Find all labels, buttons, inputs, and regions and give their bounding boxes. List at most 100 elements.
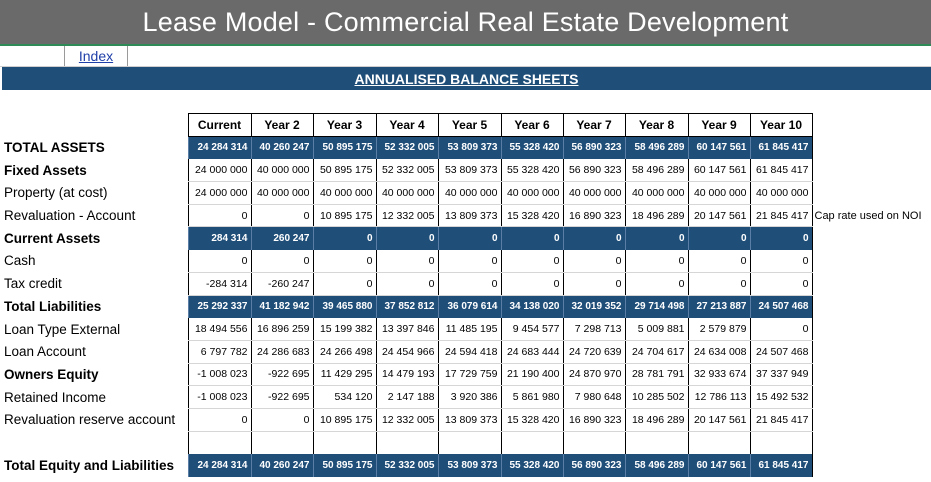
- cell-value[interactable]: 9 454 577: [500, 317, 563, 341]
- cell-value[interactable]: 27 213 887: [687, 295, 750, 318]
- cell-value[interactable]: 36 079 614: [437, 295, 501, 318]
- cell-value[interactable]: 2 147 188: [375, 385, 438, 409]
- cell-value[interactable]: 24 594 418: [437, 340, 501, 364]
- cell-value[interactable]: 0: [749, 272, 813, 296]
- cell-value[interactable]: 0: [687, 272, 750, 296]
- cell-value[interactable]: 16 896 259: [250, 317, 313, 341]
- cell-value[interactable]: 24 704 617: [624, 340, 688, 364]
- cell-value[interactable]: 18 496 289: [624, 408, 688, 432]
- cell-value[interactable]: 15 328 420: [500, 408, 563, 432]
- cell-value[interactable]: 0: [187, 249, 251, 273]
- cell-value[interactable]: 15 199 382: [312, 317, 376, 341]
- cell-value[interactable]: 24 454 966: [375, 340, 438, 364]
- cell-value[interactable]: 40 260 247: [250, 136, 313, 159]
- cell-value[interactable]: 17 729 759: [437, 363, 501, 387]
- cell-value[interactable]: [749, 431, 813, 455]
- cell-value[interactable]: 0: [312, 226, 376, 250]
- cell-value[interactable]: 61 845 417: [749, 454, 813, 477]
- cell-value[interactable]: 21 845 417: [749, 204, 813, 228]
- cell-value[interactable]: 0: [500, 249, 563, 273]
- cell-value[interactable]: 534 120: [312, 385, 376, 409]
- cell-value[interactable]: 13 809 373: [437, 408, 501, 432]
- cell-value[interactable]: 39 465 880: [312, 295, 376, 318]
- cell-value[interactable]: 0: [312, 272, 376, 296]
- cell-value[interactable]: [375, 431, 438, 455]
- cell-value[interactable]: 24 870 970: [562, 363, 625, 387]
- cell-value[interactable]: -1 008 023: [187, 385, 251, 409]
- cell-value[interactable]: -284 314: [187, 272, 251, 296]
- cell-value[interactable]: 12 332 005: [375, 204, 438, 228]
- cell-value[interactable]: 25 292 337: [187, 295, 251, 318]
- cell-value[interactable]: 53 809 373: [437, 454, 501, 477]
- cell-value[interactable]: 12 786 113: [687, 385, 750, 409]
- cell-value[interactable]: 32 019 352: [562, 295, 625, 318]
- cell-value[interactable]: 40 260 247: [250, 454, 313, 477]
- cell-value[interactable]: 61 845 417: [749, 158, 813, 183]
- cell-value[interactable]: 0: [312, 249, 376, 273]
- cell-value[interactable]: 40 000 000: [250, 158, 313, 183]
- cell-value[interactable]: 24 507 468: [749, 340, 813, 364]
- cell-value[interactable]: 34 138 020: [500, 295, 563, 318]
- cell-value[interactable]: 15 492 532: [749, 385, 813, 409]
- cell-value[interactable]: 37 337 949: [749, 363, 813, 387]
- cell-value[interactable]: 0: [500, 272, 563, 296]
- cell-value[interactable]: 0: [624, 226, 688, 250]
- cell-value[interactable]: 58 496 289: [624, 454, 688, 477]
- cell-value[interactable]: 24 000 000: [187, 158, 251, 183]
- cell-value[interactable]: 0: [749, 226, 813, 250]
- cell-value[interactable]: 0: [375, 249, 438, 273]
- cell-value[interactable]: 0: [250, 249, 313, 273]
- cell-value[interactable]: 52 332 005: [375, 158, 438, 183]
- cell-value[interactable]: [687, 431, 750, 455]
- cell-value[interactable]: 0: [187, 408, 251, 432]
- cell-value[interactable]: [624, 431, 688, 455]
- cell-value[interactable]: 20 147 561: [687, 204, 750, 228]
- cell-value[interactable]: 52 332 005: [375, 136, 438, 159]
- cell-value[interactable]: [187, 431, 251, 455]
- cell-value[interactable]: 40 000 000: [312, 181, 376, 205]
- cell-value[interactable]: 50 895 175: [312, 136, 376, 159]
- cell-value[interactable]: 0: [250, 408, 313, 432]
- index-link[interactable]: Index: [64, 46, 128, 66]
- cell-value[interactable]: 13 809 373: [437, 204, 501, 228]
- cell-value[interactable]: 53 809 373: [437, 136, 501, 159]
- cell-value[interactable]: 53 809 373: [437, 158, 501, 183]
- cell-value[interactable]: 7 980 648: [562, 385, 625, 409]
- cell-value[interactable]: 16 890 323: [562, 204, 625, 228]
- cell-value[interactable]: 0: [437, 226, 501, 250]
- cell-value[interactable]: 55 328 420: [500, 136, 563, 159]
- cell-value[interactable]: 24 507 468: [749, 295, 813, 318]
- cell-value[interactable]: 14 479 193: [375, 363, 438, 387]
- cell-value[interactable]: 0: [562, 249, 625, 273]
- cell-value[interactable]: 0: [562, 272, 625, 296]
- cell-value[interactable]: 21 190 400: [500, 363, 563, 387]
- cell-value[interactable]: 0: [687, 226, 750, 250]
- cell-value[interactable]: 50 895 175: [312, 454, 376, 477]
- cell-value[interactable]: 5 861 980: [500, 385, 563, 409]
- cell-value[interactable]: 24 266 498: [312, 340, 376, 364]
- cell-value[interactable]: 32 933 674: [687, 363, 750, 387]
- cell-value[interactable]: 24 284 314: [187, 136, 251, 159]
- cell-value[interactable]: 40 000 000: [375, 181, 438, 205]
- cell-value[interactable]: 18 496 289: [624, 204, 688, 228]
- cell-value[interactable]: -922 695: [250, 385, 313, 409]
- cell-value[interactable]: 16 890 323: [562, 408, 625, 432]
- cell-value[interactable]: 55 328 420: [500, 158, 563, 183]
- cell-value[interactable]: 28 781 791: [624, 363, 688, 387]
- cell-value[interactable]: 0: [187, 204, 251, 228]
- cell-value[interactable]: 18 494 556: [187, 317, 251, 341]
- cell-value[interactable]: 0: [624, 272, 688, 296]
- cell-value[interactable]: 58 496 289: [624, 158, 688, 183]
- cell-value[interactable]: 55 328 420: [500, 454, 563, 477]
- cell-value[interactable]: 10 895 175: [312, 204, 376, 228]
- cell-value[interactable]: 0: [749, 317, 813, 341]
- cell-value[interactable]: [562, 431, 625, 455]
- cell-value[interactable]: 40 000 000: [562, 181, 625, 205]
- cell-value[interactable]: 11 485 195: [437, 317, 501, 341]
- cell-value[interactable]: 60 147 561: [687, 454, 750, 477]
- cell-value[interactable]: 3 920 386: [437, 385, 501, 409]
- cell-value[interactable]: 0: [437, 272, 501, 296]
- cell-value[interactable]: 40 000 000: [687, 181, 750, 205]
- cell-value[interactable]: 24 720 639: [562, 340, 625, 364]
- cell-value[interactable]: 0: [250, 204, 313, 228]
